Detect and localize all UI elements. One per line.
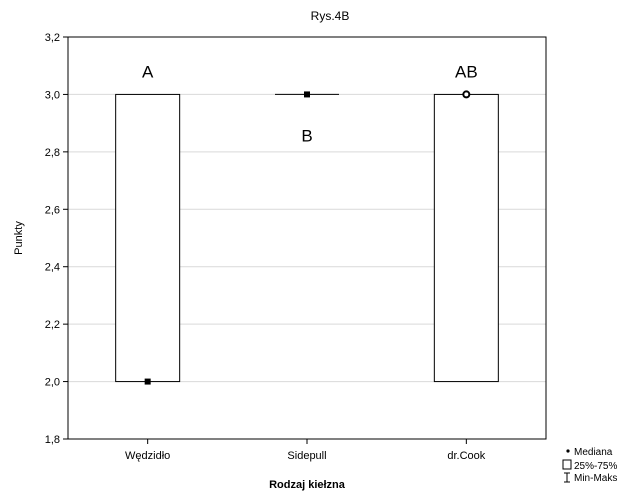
y-tick-label: 2,8 [45, 147, 60, 159]
legend-box-marker [562, 459, 572, 470]
boxes-layer [115, 90, 499, 385]
legend-median-marker [566, 449, 570, 453]
y-tick-label: 2,2 [45, 319, 60, 331]
y-axis-ticks: 1,8 2,0 2,2 2,4 2,6 2,8 3,0 3,2 [45, 32, 68, 446]
group-label-backdrop [275, 117, 339, 150]
y-tick-label: 3,0 [45, 89, 60, 101]
y-tick-label: 1,8 [45, 434, 60, 446]
median-marker [144, 378, 151, 385]
x-axis-ticks: Wędzidło Sidepull dr.Cook [125, 439, 486, 462]
legend: Mediana 25%-75% Min-Maks [562, 447, 617, 484]
y-axis-title: Punkty [13, 221, 25, 255]
y-tick-label: 2,0 [45, 377, 60, 389]
x-tick-label: Sidepull [287, 450, 326, 462]
median-marker [462, 90, 471, 99]
group-label: AB [455, 62, 478, 81]
chart-title: Rys.4B [311, 9, 350, 23]
x-axis-title: Rodzaj kiełzna [269, 479, 346, 491]
x-tick-label: Wędzidło [125, 450, 170, 462]
box [433, 93, 499, 383]
median-marker [304, 91, 310, 98]
group-label: A [142, 62, 154, 81]
legend-whisker-marker [564, 472, 570, 483]
y-tick-label: 2,4 [45, 262, 60, 274]
legend-box-label: 25%-75% [574, 461, 617, 472]
group-label: B [301, 126, 312, 145]
y-tick-label: 2,6 [45, 204, 60, 216]
legend-whisker-label: Min-Maks [574, 473, 617, 484]
x-tick-label: dr.Cook [447, 450, 485, 462]
y-tick-label: 3,2 [45, 32, 60, 44]
box [115, 93, 181, 383]
legend-median-label: Mediana [574, 447, 613, 458]
